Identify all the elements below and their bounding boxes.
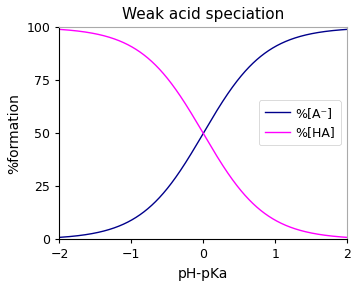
%[A⁻] — [284, 39, 288, 43]
Y-axis label: %formation: %formation — [7, 93, 21, 174]
%[A⁻] — [72, 234, 76, 238]
%[HA] — [57, 28, 62, 31]
%[A⁻] — [197, 138, 202, 142]
Legend: %[A⁻], %[HA]: %[A⁻], %[HA] — [258, 101, 341, 145]
%[HA] — [337, 235, 341, 238]
%[A⁻] — [189, 151, 194, 155]
%[HA] — [197, 125, 202, 128]
%[HA] — [284, 224, 288, 227]
%[A⁻] — [57, 236, 62, 239]
%[HA] — [189, 112, 194, 116]
%[HA] — [72, 29, 76, 32]
Line: %[A⁻]: %[A⁻] — [59, 29, 347, 237]
%[A⁻] — [337, 28, 341, 32]
X-axis label: pH-pKa: pH-pKa — [178, 267, 228, 281]
%[A⁻] — [337, 28, 341, 32]
Title: Weak acid speciation: Weak acid speciation — [122, 7, 284, 22]
%[HA] — [337, 235, 341, 238]
%[A⁻] — [345, 28, 349, 31]
Line: %[HA]: %[HA] — [59, 29, 347, 237]
%[HA] — [345, 236, 349, 239]
